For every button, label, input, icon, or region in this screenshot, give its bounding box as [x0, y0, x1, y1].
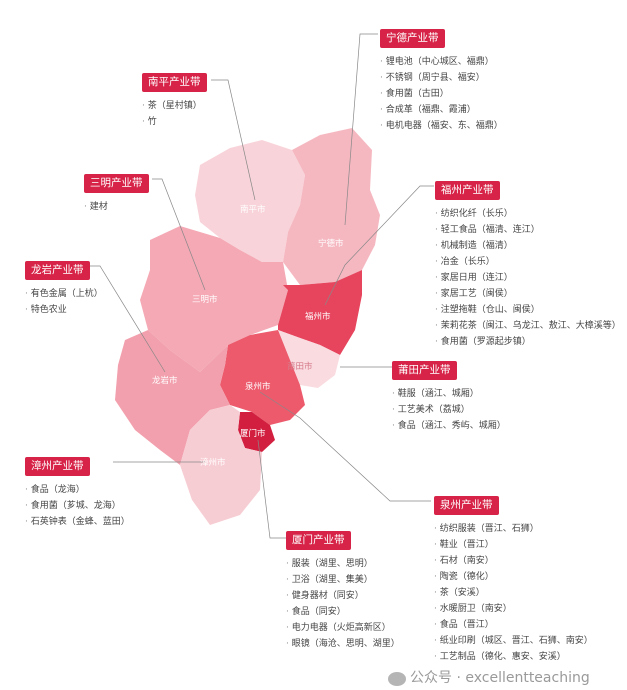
industry-item: 合成革（福鼎、霞浦）	[380, 102, 503, 118]
belt-zhangzhou: 漳州产业带 食品（龙海）食用菌（芗城、龙海）石英钟表（金蜂、蓝田）	[25, 454, 130, 530]
belt-xiamen: 厦门产业带 服装（湖里、思明）卫浴（湖里、集美）健身器材（同安）食品（同安）电力…	[286, 528, 400, 652]
belt-items: 茶（星村镇）竹	[142, 98, 207, 130]
belt-items: 纺织服装（晋江、石狮）鞋业（晋江）石材（南安）陶瓷（德化）茶（安溪）水暖厨卫（南…	[434, 521, 593, 665]
city-label-zhangzhou: 漳州市	[200, 457, 226, 468]
belt-title: 南平产业带	[142, 73, 207, 92]
city-label-sanming: 三明市	[192, 294, 218, 305]
belt-quanzhou: 泉州产业带 纺织服装（晋江、石狮）鞋业（晋江）石材（南安）陶瓷（德化）茶（安溪）…	[434, 493, 593, 665]
belt-sanming: 三明产业带 建材	[84, 171, 149, 215]
watermark: 公众号 · excellentteaching	[388, 670, 590, 687]
industry-item: 卫浴（湖里、集美）	[286, 572, 400, 588]
industry-item: 建材	[84, 199, 149, 215]
industry-item: 眼镜（海沧、思明、湖里）	[286, 636, 400, 652]
industry-item: 纺织化纤（长乐）	[435, 206, 621, 222]
industry-item: 食用菌（罗源起步镇）	[435, 334, 621, 350]
industry-item: 注塑拖鞋（仓山、闽侯）	[435, 302, 621, 318]
industry-item: 食用菌（古田）	[380, 86, 503, 102]
city-label-quanzhou: 泉州市	[245, 381, 271, 392]
belt-title: 三明产业带	[84, 174, 149, 193]
industry-item: 食品（同安）	[286, 604, 400, 620]
industry-item: 食品（涵江、秀屿、城厢）	[392, 418, 506, 434]
industry-item: 纺织服装（晋江、石狮）	[434, 521, 593, 537]
industry-item: 有色金属（上杭）	[25, 286, 103, 302]
industry-item: 轻工食品（福清、连江）	[435, 222, 621, 238]
city-label-xiamen: 厦门市	[240, 428, 266, 439]
industry-item: 冶金（长乐）	[435, 254, 621, 270]
belt-items: 纺织化纤（长乐）轻工食品（福清、连江）机械制造（福清）冶金（长乐）家居日用（连江…	[435, 206, 621, 350]
industry-item: 特色农业	[25, 302, 103, 318]
belt-fuzhou: 福州产业带 纺织化纤（长乐）轻工食品（福清、连江）机械制造（福清）冶金（长乐）家…	[435, 178, 621, 350]
industry-item: 石英钟表（金蜂、蓝田）	[25, 514, 130, 530]
belt-items: 服装（湖里、思明）卫浴（湖里、集美）健身器材（同安）食品（同安）电力电器（火炬高…	[286, 556, 400, 652]
city-label-nanping: 南平市	[240, 204, 266, 215]
region-sanming	[140, 226, 288, 372]
region-ningde	[283, 128, 380, 285]
belt-items: 食品（龙海）食用菌（芗城、龙海）石英钟表（金蜂、蓝田）	[25, 482, 130, 530]
belt-title: 龙岩产业带	[25, 261, 90, 280]
region-zhangzhou	[180, 405, 262, 525]
city-label-longyan: 龙岩市	[152, 375, 178, 386]
industry-item: 鞋服（涵江、城厢）	[392, 386, 506, 402]
industry-item: 纸业印刷（城区、晋江、石狮、南安）	[434, 633, 593, 649]
industry-item: 食用菌（芗城、龙海）	[25, 498, 130, 514]
industry-item: 电力电器（火炬高新区）	[286, 620, 400, 636]
belt-items: 有色金属（上杭）特色农业	[25, 286, 103, 318]
leader-lines	[80, 33, 434, 539]
region-xiamen	[238, 412, 275, 452]
industry-item: 工艺美术（荔城）	[392, 402, 506, 418]
city-label-fuzhou: 福州市	[305, 311, 331, 322]
industry-item: 茶（安溪）	[434, 585, 593, 601]
region-fuzhou	[278, 270, 362, 355]
industry-item: 食品（龙海）	[25, 482, 130, 498]
belt-putian: 莆田产业带 鞋服（涵江、城厢）工艺美术（荔城）食品（涵江、秀屿、城厢）	[392, 358, 506, 434]
belt-items: 鞋服（涵江、城厢）工艺美术（荔城）食品（涵江、秀屿、城厢）	[392, 386, 506, 434]
belt-items: 建材	[84, 199, 149, 215]
industry-item: 电机电器（福安、东、福鼎）	[380, 118, 503, 134]
region-putian	[278, 330, 340, 388]
belt-title: 莆田产业带	[392, 361, 457, 380]
belt-longyan: 龙岩产业带 有色金属（上杭）特色农业	[25, 258, 103, 318]
belt-title: 福州产业带	[435, 181, 500, 200]
industry-item: 工艺制品（德化、惠安、安溪）	[434, 649, 593, 665]
belt-title: 宁德产业带	[380, 29, 445, 48]
region-nanping	[195, 140, 305, 262]
belt-title: 泉州产业带	[434, 496, 499, 515]
region-longyan	[115, 330, 230, 465]
belt-ningde: 宁德产业带 锂电池（中心城区、福鼎）不锈钢（周宁县、福安）食用菌（古田）合成革（…	[380, 26, 503, 134]
industry-item: 茉莉花茶（闽江、乌龙江、敖江、大樟溪等）	[435, 318, 621, 334]
belt-title: 漳州产业带	[25, 457, 90, 476]
watermark-text: 公众号 · excellentteaching	[410, 670, 590, 686]
industry-item: 家居工艺（闽侯）	[435, 286, 621, 302]
industry-item: 竹	[142, 114, 207, 130]
wechat-icon	[388, 671, 406, 686]
belt-title: 厦门产业带	[286, 531, 351, 550]
industry-item: 水暖厨卫（南安）	[434, 601, 593, 617]
industry-item: 食品（晋江）	[434, 617, 593, 633]
belt-items: 锂电池（中心城区、福鼎）不锈钢（周宁县、福安）食用菌（古田）合成革（福鼎、霞浦）…	[380, 54, 503, 134]
industry-item: 不锈钢（周宁县、福安）	[380, 70, 503, 86]
industry-item: 石材（南安）	[434, 553, 593, 569]
industry-item: 健身器材（同安）	[286, 588, 400, 604]
industry-item: 鞋业（晋江）	[434, 537, 593, 553]
industry-item: 锂电池（中心城区、福鼎）	[380, 54, 503, 70]
industry-item: 机械制造（福清）	[435, 238, 621, 254]
industry-item: 服装（湖里、思明）	[286, 556, 400, 572]
industry-item: 茶（星村镇）	[142, 98, 207, 114]
city-label-putian: 莆田市	[287, 361, 313, 372]
city-label-ningde: 宁德市	[318, 238, 344, 249]
region-quanzhou	[220, 330, 305, 425]
industry-item: 陶瓷（德化）	[434, 569, 593, 585]
industry-item: 家居日用（连江）	[435, 270, 621, 286]
belt-nanping: 南平产业带 茶（星村镇）竹	[142, 70, 207, 130]
